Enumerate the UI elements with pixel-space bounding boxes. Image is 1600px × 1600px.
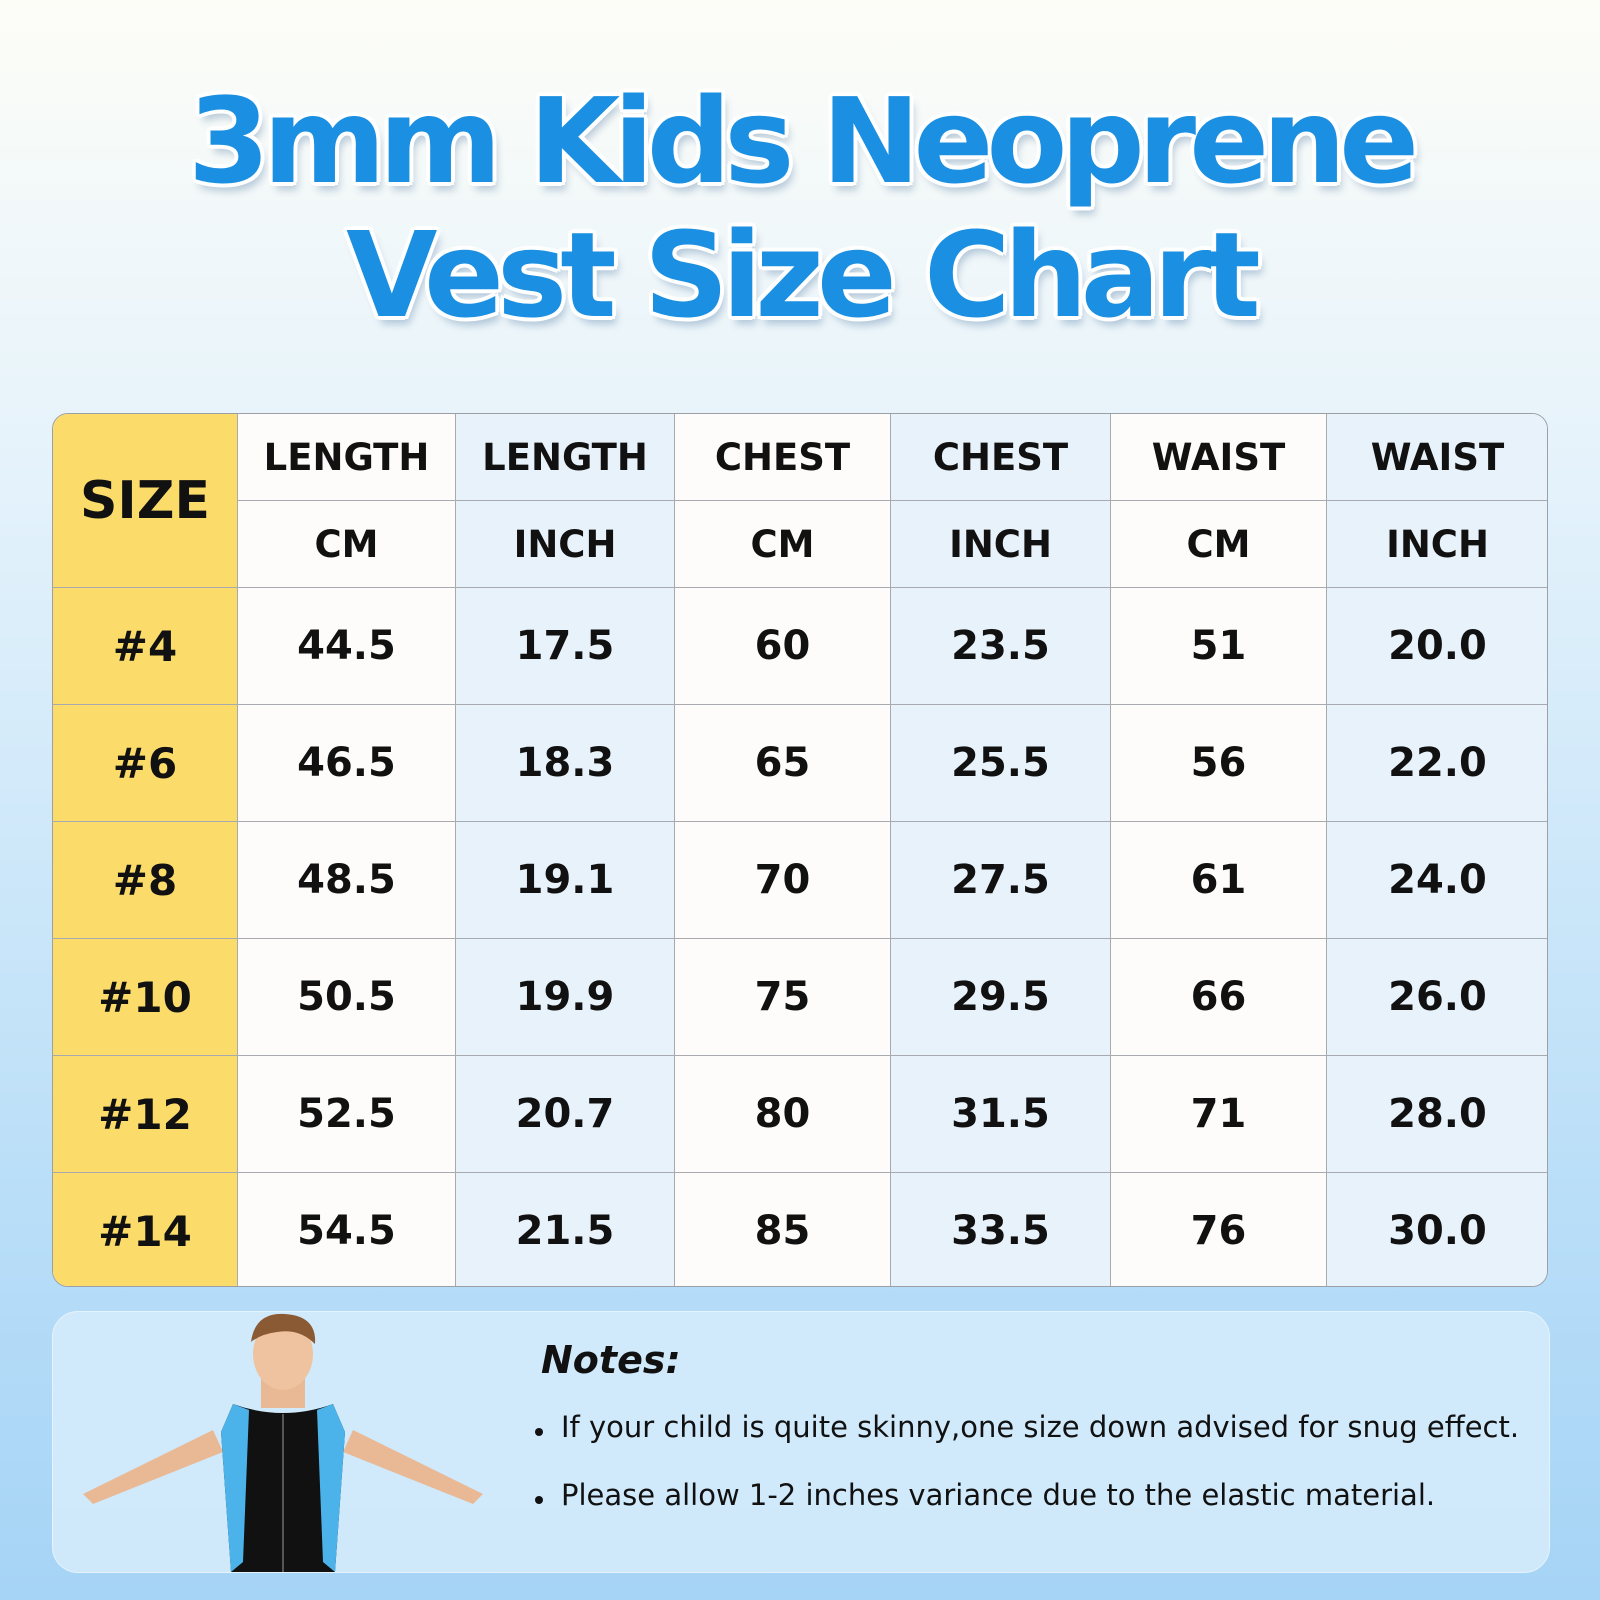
- column-measure: WAIST: [1326, 414, 1547, 501]
- measurement: 52.5: [237, 1055, 456, 1173]
- measurement: 71: [1110, 1055, 1327, 1173]
- measurement: 75: [674, 938, 891, 1056]
- column-unit: INCH: [455, 500, 675, 588]
- title-line: Vest Size Chart: [346, 206, 1261, 344]
- measurement: 56: [1110, 704, 1327, 822]
- measurement: 25.5: [890, 704, 1111, 822]
- measurement: 28.0: [1326, 1055, 1547, 1173]
- measurement: 51: [1110, 587, 1327, 705]
- column-measure: CHEST: [674, 414, 891, 501]
- column-unit: CM: [1110, 500, 1327, 588]
- measurement: 33.5: [890, 1172, 1111, 1286]
- data-row: #4 44.5 17.5 60 23.5 51 20.0: [53, 587, 1547, 705]
- measurement: 29.5: [890, 938, 1111, 1056]
- measurement: 46.5: [237, 704, 456, 822]
- data-row: #10 50.5 19.9 75 29.5 66 26.0: [53, 938, 1547, 1056]
- title-line: 3mm Kids Neoprene: [187, 72, 1419, 210]
- column-measure: CHEST: [890, 414, 1111, 501]
- column-unit: INCH: [890, 500, 1111, 588]
- measurement: 30.0: [1326, 1172, 1547, 1286]
- size-table-frame: SIZE LENGTH LENGTH CHEST CHEST WAIST WAIST CM IN…: [52, 413, 1548, 1287]
- header-row: SIZE LENGTH LENGTH CHEST CHEST WAIST WAIST: [53, 414, 1547, 588]
- measurement: 31.5: [890, 1055, 1111, 1173]
- notes-panel: Notes: If your child is quite skinny,one…: [52, 1311, 1550, 1573]
- measurement: 17.5: [455, 587, 675, 705]
- size-label: #14: [53, 1172, 238, 1286]
- column-unit: INCH: [1326, 500, 1547, 588]
- measurement: 54.5: [237, 1172, 456, 1286]
- measurement: 66: [1110, 938, 1327, 1056]
- note-item: If your child is quite skinny,one size d…: [561, 1410, 1520, 1444]
- column-measure: WAIST: [1110, 414, 1327, 501]
- child-illustration: [83, 1313, 483, 1572]
- bullet: [535, 1496, 543, 1504]
- measurement: 76: [1110, 1172, 1327, 1286]
- measurement: 22.0: [1326, 704, 1547, 822]
- header-row: CM INCH CM INCH CM INCH: [53, 500, 1547, 588]
- column-unit: CM: [674, 500, 891, 588]
- data-row: #8 48.5 19.1 70 27.5 61 24.0: [53, 821, 1547, 939]
- note-item: Please allow 1-2 inches variance due to …: [561, 1478, 1436, 1512]
- measurement: 50.5: [237, 938, 456, 1056]
- measurement: 24.0: [1326, 821, 1547, 939]
- measurement: 48.5: [237, 821, 456, 939]
- data-row: #14 54.5 21.5 85 33.5 76 30.0: [53, 1172, 1547, 1286]
- column-measure: LENGTH: [455, 414, 675, 501]
- notes-title: Notes:: [541, 1338, 681, 1382]
- data-row: #6 46.5 18.3 65 25.5 56 22.0: [53, 704, 1547, 822]
- measurement: 27.5: [890, 821, 1111, 939]
- measurement: 61: [1110, 821, 1327, 939]
- measurement: 20.7: [455, 1055, 675, 1173]
- bullet: [535, 1428, 543, 1436]
- column-unit: CM: [237, 500, 456, 588]
- measurement: 23.5: [890, 587, 1111, 705]
- data-row: #12 52.5 20.7 80 31.5 71 28.0: [53, 1055, 1547, 1173]
- size-label: #8: [53, 821, 238, 939]
- measurement: 21.5: [455, 1172, 675, 1286]
- measurement: 70: [674, 821, 891, 939]
- size-label: #10: [53, 938, 238, 1056]
- measurement: 19.1: [455, 821, 675, 939]
- measurement: 85: [674, 1172, 891, 1286]
- measurement: 19.9: [455, 938, 675, 1056]
- size-label: #6: [53, 704, 238, 822]
- measurement: 80: [674, 1055, 891, 1173]
- measurement: 26.0: [1326, 938, 1547, 1056]
- measurement: 44.5: [237, 587, 456, 705]
- size-header: SIZE: [53, 414, 238, 588]
- size-label: #4: [53, 587, 238, 705]
- column-measure: LENGTH: [237, 414, 456, 501]
- size-label: #12: [53, 1055, 238, 1173]
- measurement: 65: [674, 704, 891, 822]
- size-table: SIZE LENGTH LENGTH CHEST CHEST WAIST WAIST CM IN…: [53, 414, 1547, 1286]
- measurement: 20.0: [1326, 587, 1547, 705]
- measurement: 18.3: [455, 704, 675, 822]
- measurement: 60: [674, 587, 891, 705]
